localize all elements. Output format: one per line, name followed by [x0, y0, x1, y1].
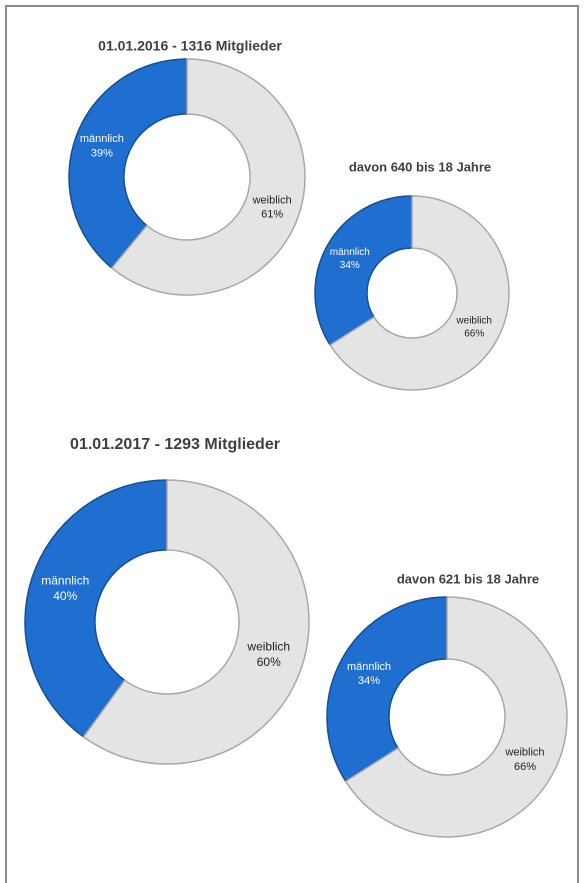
donut-slice — [329, 195, 510, 391]
slice-value: 66% — [514, 761, 536, 773]
slice-value: 66% — [464, 328, 484, 339]
slice-name: weiblich — [252, 194, 292, 206]
donut-slice — [82, 479, 310, 765]
slice-name: männlich — [347, 661, 391, 673]
slice-name: weiblich — [246, 639, 290, 653]
slice-name: weiblich — [455, 315, 492, 326]
chart-title: 01.01.2017 - 1293 Mitglieder — [70, 436, 280, 453]
frame — [5, 5, 579, 883]
slice-value: 34% — [340, 260, 360, 271]
chart-title: davon 621 bis 18 Jahre — [397, 571, 539, 586]
slice-value: 40% — [53, 589, 77, 603]
slice-name: männlich — [41, 573, 89, 587]
chart-title: 01.01.2016 - 1316 Mitglieder — [98, 38, 282, 54]
donut-slice — [110, 58, 306, 296]
donut-slice — [68, 58, 188, 269]
donut-slice — [314, 195, 413, 347]
donut-slice — [344, 596, 568, 838]
slice-value: 61% — [261, 209, 283, 221]
donut-slice — [24, 479, 168, 738]
slice-value: 60% — [257, 655, 281, 669]
slice-name: weiblich — [504, 747, 544, 759]
slice-name: männlich — [330, 247, 370, 258]
donut-slice — [326, 596, 448, 783]
slice-name: männlich — [80, 133, 124, 145]
slice-value: 39% — [91, 147, 113, 159]
chart-title: davon 640 bis 18 Jahre — [349, 159, 491, 174]
slice-value: 34% — [358, 675, 380, 687]
